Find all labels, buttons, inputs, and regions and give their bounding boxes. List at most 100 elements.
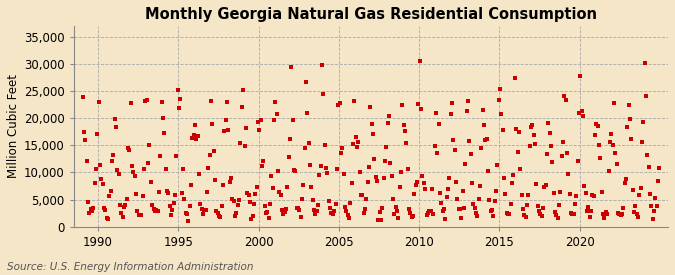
Point (126, 101, 136, 105)
Point (393, 216, 404, 221)
Title: Monthly Georgia Natural Gas Residential Consumption: Monthly Georgia Natural Gas Residential … (145, 7, 597, 22)
Point (250, 191, 261, 196)
Point (533, 208, 544, 213)
Point (160, 167, 171, 171)
Point (381, 145, 392, 149)
Point (645, 192, 655, 197)
Point (353, 140, 364, 145)
Point (330, 201, 341, 206)
Point (545, 144, 556, 148)
Point (468, 202, 479, 207)
Point (77, 94, 88, 99)
Point (354, 170, 365, 175)
Point (535, 212, 545, 216)
Point (192, 134, 203, 138)
Point (325, 206, 335, 211)
Point (602, 211, 613, 216)
Point (255, 118, 266, 122)
Point (342, 212, 353, 217)
Point (402, 166, 413, 171)
Point (263, 216, 274, 221)
Point (86, 209, 97, 213)
Point (642, 153, 653, 157)
Point (242, 191, 252, 195)
Point (113, 172, 124, 176)
Point (360, 207, 371, 212)
Point (205, 153, 215, 158)
Point (274, 190, 285, 194)
Point (179, 197, 190, 201)
Point (406, 214, 417, 219)
Point (510, 76, 520, 80)
Point (562, 150, 572, 155)
Point (374, 210, 385, 214)
Point (286, 65, 297, 69)
Point (477, 108, 488, 112)
Point (80, 138, 90, 142)
Point (628, 210, 639, 214)
Point (279, 210, 290, 214)
Point (632, 214, 643, 219)
Point (176, 191, 187, 196)
Point (323, 199, 334, 204)
Point (232, 203, 243, 207)
Point (480, 138, 491, 142)
Point (108, 152, 119, 157)
Point (413, 101, 424, 106)
Point (528, 133, 539, 137)
Point (138, 194, 148, 198)
Point (153, 189, 164, 194)
Point (449, 147, 460, 152)
Point (269, 117, 279, 122)
Point (428, 212, 439, 217)
Point (408, 214, 418, 218)
Point (84, 210, 95, 215)
Point (109, 117, 120, 121)
Point (624, 117, 635, 122)
Point (373, 218, 383, 222)
Point (236, 105, 247, 109)
Point (252, 120, 263, 124)
Point (333, 103, 344, 107)
Point (643, 165, 654, 170)
Point (591, 122, 602, 126)
Point (551, 213, 562, 217)
Point (607, 142, 618, 147)
Point (586, 208, 597, 213)
Point (488, 214, 499, 218)
Point (418, 181, 429, 185)
Point (161, 189, 172, 193)
Point (605, 132, 616, 136)
Point (443, 186, 454, 191)
Point (292, 205, 302, 210)
Point (507, 181, 518, 185)
Point (444, 175, 455, 180)
Point (82, 199, 93, 204)
Point (256, 164, 267, 168)
Point (634, 193, 645, 197)
Point (385, 160, 396, 165)
Point (414, 59, 425, 64)
Point (597, 190, 608, 194)
Point (221, 100, 232, 104)
Point (638, 120, 649, 124)
Point (217, 204, 227, 208)
Point (251, 185, 262, 189)
Point (579, 184, 590, 188)
Point (386, 173, 397, 178)
Point (299, 146, 310, 150)
Point (304, 163, 315, 167)
Point (654, 166, 665, 170)
Point (651, 204, 662, 208)
Point (188, 133, 199, 137)
Point (473, 197, 484, 201)
Point (515, 167, 526, 172)
Point (511, 127, 522, 131)
Point (563, 171, 574, 176)
Point (421, 213, 432, 217)
Point (578, 114, 589, 118)
Point (142, 160, 153, 165)
Point (627, 188, 638, 192)
Point (566, 211, 576, 216)
Point (183, 219, 194, 224)
